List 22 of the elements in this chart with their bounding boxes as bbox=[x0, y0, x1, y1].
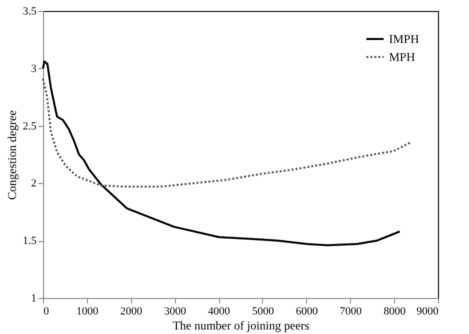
line-series bbox=[42, 60, 401, 246]
y-tick-label: 3 bbox=[31, 62, 37, 75]
y-tick-label: 3.5 bbox=[22, 6, 37, 18]
x-tick-label: 2000 bbox=[120, 306, 143, 318]
x-tick-label: 3000 bbox=[164, 306, 187, 318]
x-tick-label: 4000 bbox=[208, 306, 231, 318]
x-tick-label: 0 bbox=[44, 306, 50, 318]
x-axis-title: The number of joining peers bbox=[172, 318, 310, 332]
y-tick-label: 1 bbox=[31, 292, 36, 304]
y-tick-label: 1.5 bbox=[22, 235, 37, 248]
y-tick-label: 2 bbox=[31, 178, 36, 190]
legend-label: MPH bbox=[389, 50, 416, 64]
y-axis-title: Congestion degree bbox=[4, 110, 19, 200]
legend-label: IMPH bbox=[389, 32, 420, 46]
x-tick-label: 1000 bbox=[76, 306, 99, 318]
x-tick-label: 9000 bbox=[416, 306, 439, 318]
x-tick-label: 8000 bbox=[384, 306, 406, 318]
x-tick-label: 6000 bbox=[296, 306, 318, 318]
line-series bbox=[42, 78, 413, 188]
x-tick-label: 5000 bbox=[252, 306, 274, 318]
y-tick-label: 2.5 bbox=[22, 120, 37, 132]
x-tick-label: 7000 bbox=[340, 306, 362, 318]
